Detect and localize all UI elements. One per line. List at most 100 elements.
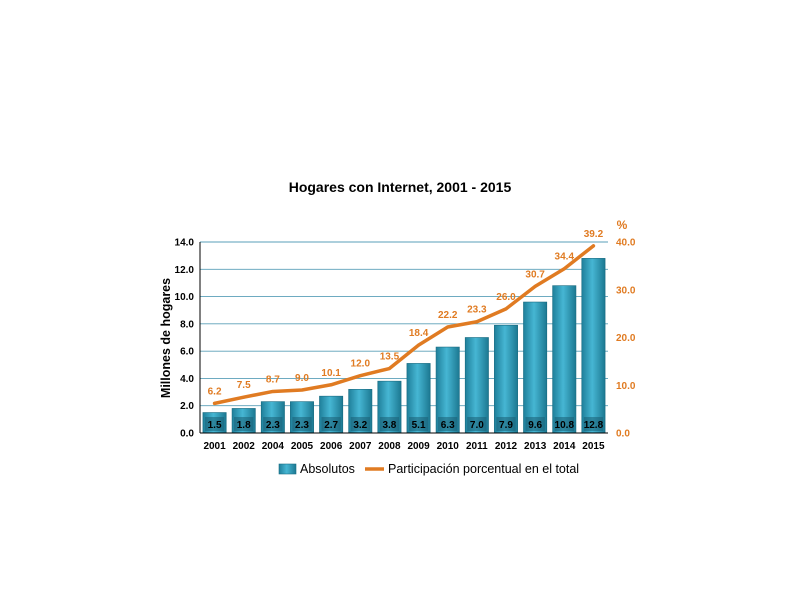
line-data-label: 6.2 xyxy=(208,386,222,397)
line-point xyxy=(562,267,566,271)
x-tick-label: 2015 xyxy=(582,441,605,452)
y-axis-ticks: 0.0 2.0 4.0 6.0 8.0 10.0 12.0 14.0 xyxy=(175,238,195,440)
y-tick-label: 2.0 xyxy=(180,401,194,412)
line-data-label: 34.4 xyxy=(555,252,575,263)
bar-data-label: 3.2 xyxy=(353,420,367,431)
bar-label-box xyxy=(467,417,487,431)
x-tick-label: 2005 xyxy=(291,441,314,452)
y2-tick-label: 40.0 xyxy=(616,238,636,249)
bar-label-box xyxy=(204,417,225,431)
line-point xyxy=(358,374,362,378)
line-data-label: 8.7 xyxy=(266,374,280,385)
bar-label-box xyxy=(408,417,429,431)
y2-axis-ticks: 0.0 10.0 20.0 30.0 40.0 xyxy=(616,238,636,440)
legend-swatch-absolutos xyxy=(278,463,297,475)
line-point xyxy=(300,388,304,392)
y2-tick-label: 20.0 xyxy=(616,333,636,344)
bar-data-label: 6.3 xyxy=(441,420,455,431)
chart-title: Hogares con Internet, 2001 - 2015 xyxy=(288,179,512,195)
bar-label-box xyxy=(525,417,545,431)
bar-data-label: 2.3 xyxy=(266,420,280,431)
bar-label-box xyxy=(554,417,574,431)
line-point xyxy=(387,367,391,371)
bar-data-label: 2.7 xyxy=(324,420,338,431)
bar-data-label: 7.9 xyxy=(499,420,513,431)
line-data-label: 7.5 xyxy=(237,380,251,391)
line-point xyxy=(329,383,333,387)
bar-label-box xyxy=(234,417,254,431)
legend-label-absolutos: Absolutos xyxy=(300,462,355,476)
bar-data-label: 2.3 xyxy=(295,420,309,431)
x-axis-ticks: 2001 2002 2004 2005 2006 2007 2008 2009 2010 2011… xyxy=(203,441,605,452)
bar-data-label: 7.0 xyxy=(470,420,484,431)
line-point xyxy=(271,389,275,393)
y2-tick-label: 30.0 xyxy=(616,285,636,296)
line-data-label: 18.4 xyxy=(409,328,429,339)
bar xyxy=(581,258,606,434)
bar xyxy=(552,285,577,434)
x-tick-label: 2010 xyxy=(437,441,460,452)
x-tick-label: 2004 xyxy=(262,441,285,452)
line-data-label: 26.0 xyxy=(496,292,516,303)
bar-data-label: 9.6 xyxy=(528,420,542,431)
y-axis-label: Millones de hogares xyxy=(159,278,173,398)
x-tick-label: 2002 xyxy=(233,441,256,452)
line-data-label: 9.0 xyxy=(295,373,309,384)
x-tick-label: 2008 xyxy=(378,441,401,452)
y-tick-label: 4.0 xyxy=(180,374,194,385)
x-tick-label: 2013 xyxy=(524,441,547,452)
line-data-labels: 6.2 7.5 8.7 9.0 10.1 12.0 13.5 18.4 22.2 23.3 26.0… xyxy=(208,229,604,398)
bar-data-label: 3.8 xyxy=(382,420,396,431)
y-tick-label: 14.0 xyxy=(175,238,195,249)
line-point xyxy=(242,395,246,399)
legend: Absolutos Participación porcentual en el… xyxy=(278,462,579,476)
bar-data-label: 1.8 xyxy=(237,420,251,431)
line-data-label: 13.5 xyxy=(380,352,400,363)
line-data-label: 22.2 xyxy=(438,310,458,321)
line-path xyxy=(212,244,596,406)
bar-data-label: 5.1 xyxy=(412,420,426,431)
x-tick-label: 2012 xyxy=(495,441,518,452)
bar xyxy=(523,301,548,434)
bar-label-box xyxy=(379,417,400,431)
x-tick-label: 2006 xyxy=(320,441,343,452)
bar-label-box xyxy=(263,417,283,431)
bar-series xyxy=(202,258,606,434)
line-point xyxy=(417,343,421,347)
line-series xyxy=(212,244,596,406)
x-tick-label: 2009 xyxy=(407,441,430,452)
line-point xyxy=(504,307,508,311)
line-point xyxy=(446,325,450,329)
x-tick-label: 2001 xyxy=(203,441,226,452)
bar-label-box xyxy=(438,417,458,431)
line-data-label: 23.3 xyxy=(467,305,487,316)
bar-data-labels: 1.5 1.8 2.3 2.3 2.7 3.2 3.8 5.1 6.3 7.0 7.9 9.6 10.8… xyxy=(204,417,604,431)
y2-tick-label: 10.0 xyxy=(616,381,636,392)
bar-label-box xyxy=(350,417,370,431)
y2-axis-label: % xyxy=(617,218,628,232)
line-point xyxy=(475,320,479,324)
y2-tick-label: 0.0 xyxy=(616,429,630,440)
axes xyxy=(199,242,608,434)
bar-label-box xyxy=(496,417,516,431)
bar-label-box xyxy=(583,417,604,431)
line-data-label: 10.1 xyxy=(321,368,341,379)
line-data-label: 12.0 xyxy=(351,359,371,370)
x-tick-label: 2007 xyxy=(349,441,372,452)
line-point xyxy=(533,284,537,288)
bar-data-label: 12.8 xyxy=(584,420,604,431)
line-data-label: 30.7 xyxy=(525,269,545,280)
bar-data-label: 1.5 xyxy=(208,420,222,431)
x-tick-label: 2011 xyxy=(466,441,488,452)
y-tick-label: 6.0 xyxy=(180,347,194,358)
y-tick-label: 0.0 xyxy=(180,429,194,440)
bar xyxy=(494,324,518,434)
y-tick-label: 10.0 xyxy=(175,292,195,303)
y-tick-label: 12.0 xyxy=(175,265,195,276)
legend-label-participacion: Participación porcentual en el total xyxy=(388,462,579,476)
line-data-label: 39.2 xyxy=(584,229,604,240)
line-point xyxy=(213,401,217,405)
bar-label-box xyxy=(321,417,341,431)
bar-label-box xyxy=(292,417,312,431)
